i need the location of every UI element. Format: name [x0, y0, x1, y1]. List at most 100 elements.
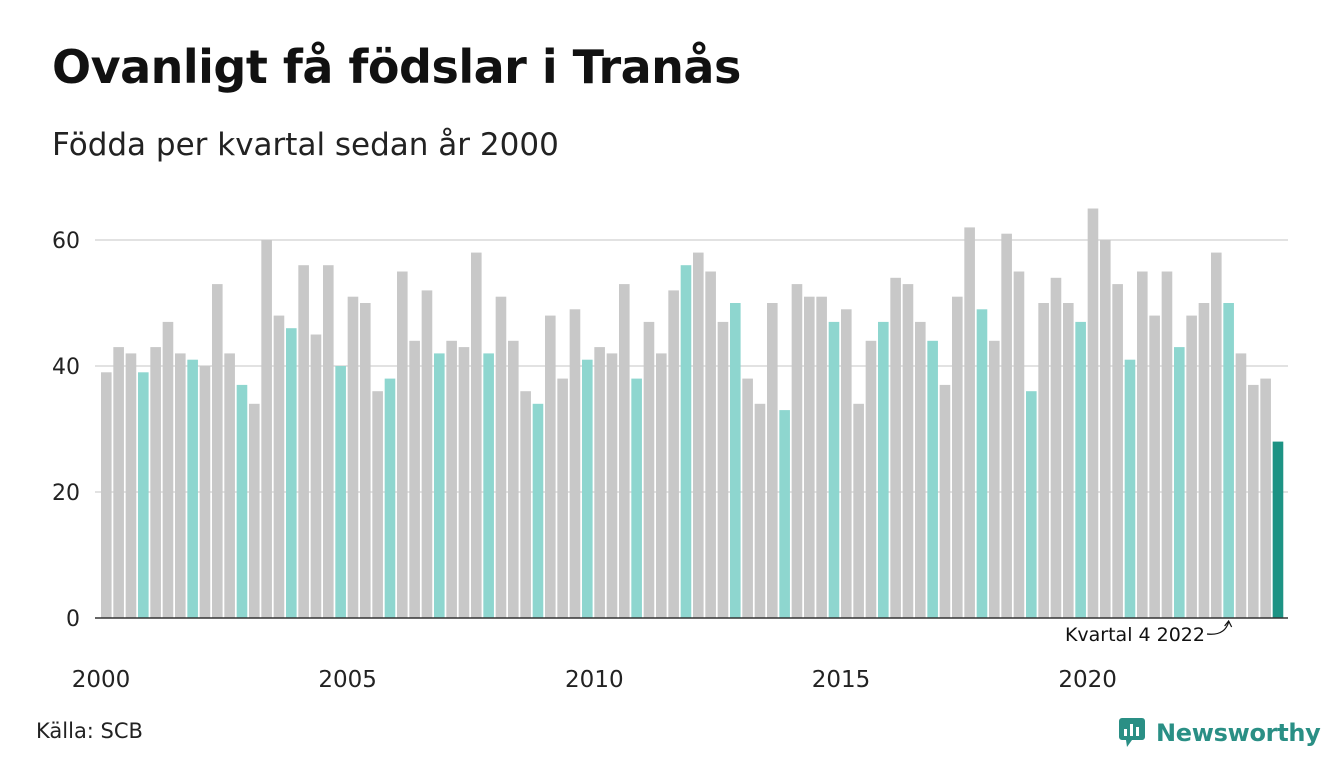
bar [717, 321, 729, 618]
y-tick-label: 60 [52, 229, 80, 254]
x-tick-label: 2005 [318, 667, 377, 693]
x-tick-label: 2010 [565, 667, 624, 693]
bar [335, 366, 346, 618]
bar [989, 340, 1000, 618]
bar [1198, 303, 1210, 618]
bar [113, 347, 124, 618]
newsworthy-brand[interactable]: Newsworthy [1118, 714, 1321, 752]
bar [557, 378, 568, 618]
y-tick-label: 20 [52, 481, 80, 506]
bar [360, 303, 371, 618]
bar [1038, 303, 1049, 618]
bar [680, 265, 692, 618]
annotation-label: Kvartal 4 2022 [1065, 624, 1205, 646]
bar [668, 290, 679, 618]
bar [162, 321, 174, 618]
bar [1235, 353, 1247, 618]
bar [1223, 303, 1234, 618]
bar [508, 340, 519, 618]
bar [347, 296, 359, 618]
bar [767, 303, 778, 618]
bar [779, 410, 790, 618]
bars [101, 208, 1284, 618]
bar [619, 284, 630, 618]
bar [878, 321, 889, 618]
y-tick-label: 0 [66, 607, 80, 632]
bar [816, 296, 827, 618]
bar [175, 353, 186, 618]
bar [434, 353, 445, 618]
x-tick-label: 2020 [1058, 667, 1117, 693]
bar [1260, 378, 1271, 618]
bar [409, 340, 420, 618]
bar [939, 384, 951, 618]
bar [421, 290, 433, 618]
bar [249, 403, 260, 618]
bar [1211, 252, 1222, 618]
chart-subtitle: Födda per kvartal sedan år 2000 [52, 127, 559, 163]
bar [754, 403, 766, 618]
bar [1137, 271, 1148, 618]
bar [545, 315, 556, 618]
bar [187, 359, 198, 618]
bar [656, 353, 667, 618]
bar [446, 340, 457, 618]
newsworthy-logo-icon [1119, 718, 1145, 747]
bar [902, 284, 914, 618]
bar [927, 340, 938, 618]
bar [1075, 321, 1086, 618]
bar [631, 378, 642, 618]
bar [693, 252, 704, 618]
y-tick-label: 40 [52, 355, 80, 380]
axes: 0 20 40 60 2000 2005 2010 2015 2020 [52, 229, 1288, 693]
bar [952, 296, 963, 618]
bar [594, 347, 605, 618]
bar [606, 353, 618, 618]
bar [323, 265, 334, 618]
bar [150, 347, 161, 618]
bar [1001, 233, 1012, 618]
bar [1149, 315, 1160, 618]
chart-title: Ovanligt få födslar i Tranås [52, 40, 741, 94]
bar [261, 240, 272, 618]
bar [372, 391, 383, 618]
bar [582, 359, 593, 618]
x-tick-label: 2000 [72, 667, 131, 693]
bar [976, 309, 988, 618]
bar [458, 347, 470, 618]
bar [483, 353, 494, 618]
bar [1050, 277, 1062, 618]
bar [1112, 284, 1123, 618]
bar [742, 378, 753, 618]
bar [791, 284, 803, 618]
bar [495, 296, 507, 618]
bar [310, 334, 322, 618]
bar [286, 328, 297, 618]
brand-name: Newsworthy [1156, 719, 1321, 747]
bar [828, 321, 840, 618]
bar [643, 321, 655, 618]
bar [1186, 315, 1197, 618]
annotation-arrow [1206, 621, 1230, 635]
bar [705, 271, 716, 618]
bar [101, 372, 112, 618]
x-tick-label: 2015 [812, 667, 871, 693]
bar [1026, 391, 1037, 618]
bar [1124, 359, 1136, 618]
bar [1161, 271, 1173, 618]
bar [569, 309, 581, 618]
bar [1087, 208, 1099, 618]
bar [1013, 271, 1025, 618]
bar [199, 366, 211, 618]
bar [397, 271, 408, 618]
bar [125, 353, 137, 618]
bar [1272, 441, 1284, 618]
bar [1100, 240, 1111, 618]
bar [853, 403, 864, 618]
bar [138, 372, 149, 618]
bar [964, 227, 975, 618]
bar [298, 265, 309, 618]
annotation: Kvartal 4 2022 [1065, 619, 1233, 646]
source-credit: Källa: SCB [36, 719, 143, 743]
